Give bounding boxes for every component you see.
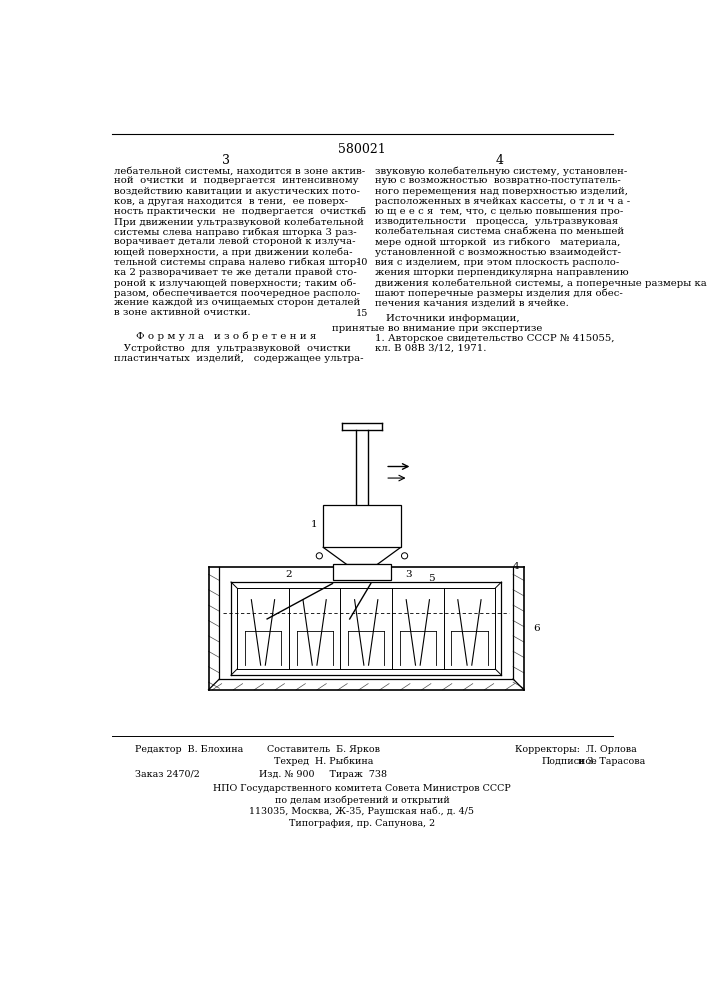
Text: При движении ультразвуковой колебательной: При движении ультразвуковой колебательно… (114, 217, 364, 227)
Text: Источники информации,: Источники информации, (386, 314, 520, 323)
Circle shape (402, 553, 408, 559)
Text: 15: 15 (356, 309, 368, 318)
Text: ю щ е е с я  тем, что, с целью повышения про-: ю щ е е с я тем, что, с целью повышения … (375, 207, 624, 216)
Text: 580021: 580021 (338, 143, 386, 156)
Text: роной к излучающей поверхности; таким об-: роной к излучающей поверхности; таким об… (114, 278, 356, 288)
Bar (323, 505, 401, 547)
Text: звуковую колебательную систему, установлен-: звуковую колебательную систему, установл… (375, 166, 627, 176)
Text: и З. Тарасова: и З. Тарасова (521, 757, 645, 766)
Text: 3: 3 (405, 570, 411, 579)
Text: 4: 4 (495, 154, 503, 167)
Text: вия с изделием, при этом плоскость располо-: вия с изделием, при этом плоскость распо… (375, 258, 619, 267)
Text: Ф о р м у л а   и з о б р е т е н и я: Ф о р м у л а и з о б р е т е н и я (136, 332, 317, 341)
Text: жение каждой из очищаемых сторон деталей: жение каждой из очищаемых сторон деталей (114, 298, 360, 307)
Text: разом, обеспечивается поочередное располо-: разом, обеспечивается поочередное распол… (114, 288, 360, 298)
Bar (332, 564, 392, 580)
Text: установленной с возможностью взаимодейст-: установленной с возможностью взаимодейст… (375, 248, 621, 257)
Text: жения шторки перпендикулярна направлению: жения шторки перпендикулярна направлению (375, 268, 629, 277)
Text: принятые во внимание при экспертизе: принятые во внимание при экспертизе (332, 324, 542, 333)
Text: 3: 3 (222, 154, 230, 167)
Text: Техред  Н. Рыбкина: Техред Н. Рыбкина (274, 757, 373, 766)
Text: ную с возможностью  возвратно-поступатель-: ную с возможностью возвратно-поступатель… (375, 176, 621, 185)
Text: в зоне активной очистки.: в зоне активной очистки. (114, 308, 250, 317)
Text: НПО Государственного комитета Совета Министров СССР: НПО Государственного комитета Совета Мин… (213, 784, 511, 793)
Text: колебательная система снабжена по меньшей: колебательная система снабжена по меньше… (375, 227, 624, 236)
Text: Изд. № 900     Тираж  738: Изд. № 900 Тираж 738 (259, 770, 387, 779)
Text: пластинчатых  изделий,   содержащее ультра-: пластинчатых изделий, содержащее ультра- (114, 354, 363, 363)
Text: 5: 5 (428, 574, 435, 583)
Text: тельной системы справа налево гибкая штор-: тельной системы справа налево гибкая што… (114, 258, 360, 267)
Text: движения колебательной системы, а поперечные размеры каждой ячейки кассеты превы: движения колебательной системы, а попере… (375, 278, 707, 288)
Text: 5: 5 (359, 207, 365, 216)
Text: кл. В 08В 3/12, 1971.: кл. В 08В 3/12, 1971. (375, 344, 486, 353)
Text: мере одной шторкой  из гибкого   материала,: мере одной шторкой из гибкого материала, (375, 237, 621, 247)
Text: Составитель  Б. Ярков: Составитель Б. Ярков (267, 745, 380, 754)
Text: лебательной системы, находится в зоне актив-: лебательной системы, находится в зоне ак… (114, 166, 365, 175)
Text: ющей поверхности, а при движении колеба-: ющей поверхности, а при движении колеба- (114, 248, 353, 257)
Text: ной  очистки  и  подвергается  интенсивному: ной очистки и подвергается интенсивному (114, 176, 358, 185)
Circle shape (316, 553, 322, 559)
Text: ность практически  не  подвергается  очистке.: ность практически не подвергается очистк… (114, 207, 366, 216)
Text: изводительности   процесса,  ультразвуковая: изводительности процесса, ультразвуковая (375, 217, 618, 226)
Text: ворачивает детали левой стороной к излуча-: ворачивает детали левой стороной к излуч… (114, 237, 356, 246)
Text: 10: 10 (356, 258, 368, 267)
Text: 1. Авторское свидетельство СССР № 415055,: 1. Авторское свидетельство СССР № 415055… (375, 334, 614, 343)
Text: Корректоры:  Л. Орлова: Корректоры: Л. Орлова (515, 745, 636, 754)
Text: ного перемещения над поверхностью изделий,: ного перемещения над поверхностью издели… (375, 187, 628, 196)
Text: ков, а другая находится  в тени,  ее поверх-: ков, а другая находится в тени, ее повер… (114, 197, 348, 206)
Text: системы слева направо гибкая шторка 3 раз-: системы слева направо гибкая шторка 3 ра… (114, 227, 356, 237)
Text: Редактор  В. Блохина: Редактор В. Блохина (135, 745, 243, 754)
Text: 1: 1 (310, 520, 317, 529)
Text: Подписное: Подписное (541, 757, 597, 766)
Text: 6: 6 (533, 624, 540, 633)
Text: расположенных в ячейках кассеты, о т л и ч а -: расположенных в ячейках кассеты, о т л и… (375, 197, 630, 206)
Text: Заказ 2470/2: Заказ 2470/2 (135, 770, 199, 779)
Text: ка 2 разворачивает те же детали правой сто-: ка 2 разворачивает те же детали правой с… (114, 268, 357, 277)
Text: Типография, пр. Сапунова, 2: Типография, пр. Сапунова, 2 (289, 819, 435, 828)
Text: воздействию кавитации и акустических пото-: воздействию кавитации и акустических пот… (114, 187, 360, 196)
Text: 4: 4 (513, 562, 520, 571)
Text: 113035, Москва, Ж-35, Раушская наб., д. 4/5: 113035, Москва, Ж-35, Раушская наб., д. … (250, 807, 474, 816)
Text: по делам изобретений и открытий: по делам изобретений и открытий (274, 795, 450, 805)
Text: шают поперечные размеры изделия для обес-: шают поперечные размеры изделия для обес… (375, 288, 623, 298)
Text: Устройство  для  ультразвуковой  очистки: Устройство для ультразвуковой очистки (114, 344, 351, 353)
Text: 2: 2 (285, 570, 292, 579)
Text: печения качания изделий в ячейке.: печения качания изделий в ячейке. (375, 298, 569, 307)
